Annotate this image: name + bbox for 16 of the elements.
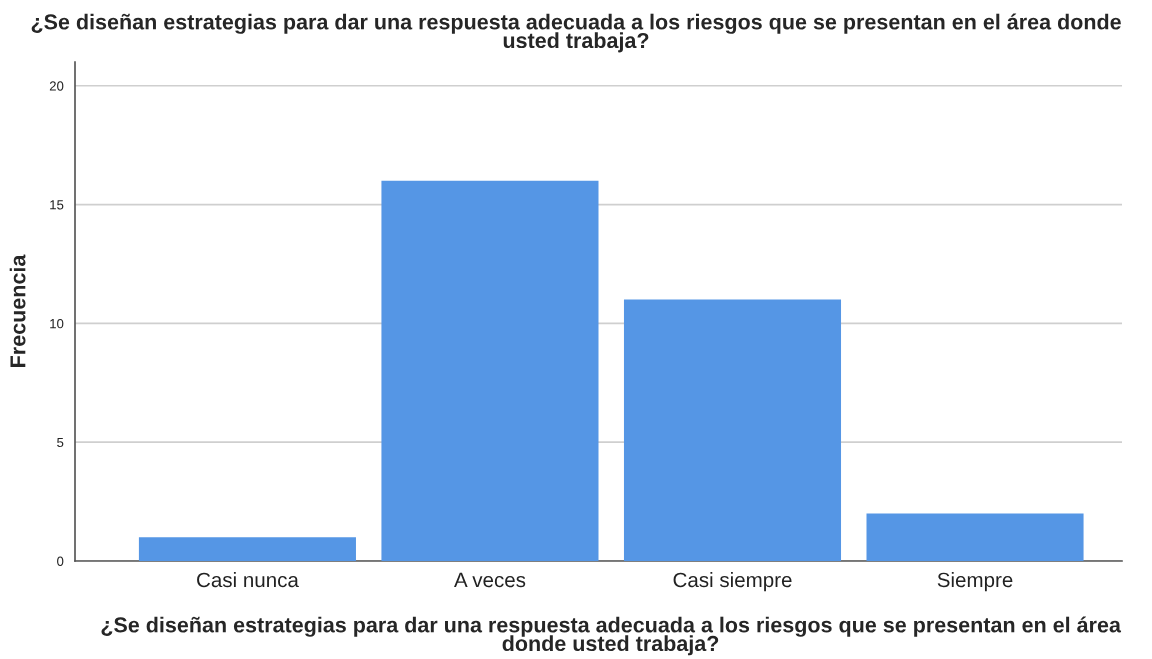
x-axis-title: ¿Se diseñan estrategias para dar una respuesta adecuada a los riesgos que se presentan en el área donde usted trabaja? [101,616,1122,656]
y-tick-label: 0 [57,556,64,566]
x-tick-label: Siempre [937,572,1013,592]
bar [623,299,842,561]
y-axis-title: Frecuencia [9,254,26,367]
y-tick-label: 5 [57,437,64,448]
bar [138,537,356,561]
bar [866,513,1084,561]
y-tick-label: 20 [49,81,64,91]
x-tick-label: Casi nunca [197,572,299,588]
y-tick-label: 15 [50,200,64,210]
x-tick-label: A veces [454,572,526,588]
bar [381,180,599,561]
x-tick-label: Casi siempre [673,572,792,592]
chart-title: ¿Se diseñan estrategias para dar una respuesta adecuada a los riesgos que se presentan en el área donde usted trabaja? [31,13,1121,53]
y-tick-label: 10 [50,318,64,329]
